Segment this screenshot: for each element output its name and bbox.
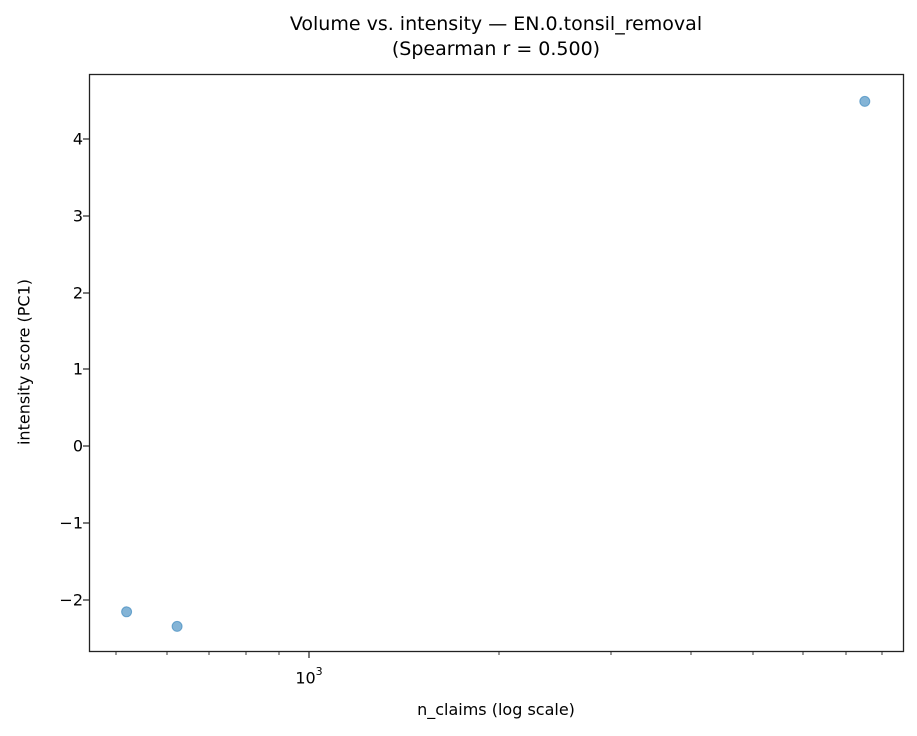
data-point: [859, 95, 871, 107]
y-axis-label: intensity score (PC1): [14, 278, 34, 446]
y-tick-label: −1: [59, 513, 83, 533]
y-ticks: [83, 138, 89, 601]
y-tick-label: 4: [72, 129, 83, 149]
x-tick-exponent: 3: [315, 665, 323, 678]
x-tick-base: 10: [295, 668, 316, 688]
chart-title-line2: (Spearman r = 0.500): [391, 38, 601, 60]
y-tick-label: 1: [72, 359, 83, 379]
y-tick-label: −2: [59, 590, 83, 610]
data-point: [171, 620, 183, 632]
x-tick-label: 103: [295, 665, 323, 688]
chart-title: Volume vs. intensity — EN.0.tonsil_remov…: [89, 12, 903, 62]
y-tick-label: 0: [72, 436, 83, 456]
scatter-points: [121, 95, 871, 632]
x-ticks: [115, 652, 883, 658]
chart-title-line1: Volume vs. intensity — EN.0.tonsil_remov…: [289, 13, 703, 35]
data-point: [121, 606, 133, 618]
x-axis-label: n_claims (log scale): [417, 700, 575, 719]
y-tick-label: 3: [72, 206, 83, 226]
y-tick-label: 2: [72, 283, 83, 303]
axes-frame: [88, 73, 905, 653]
